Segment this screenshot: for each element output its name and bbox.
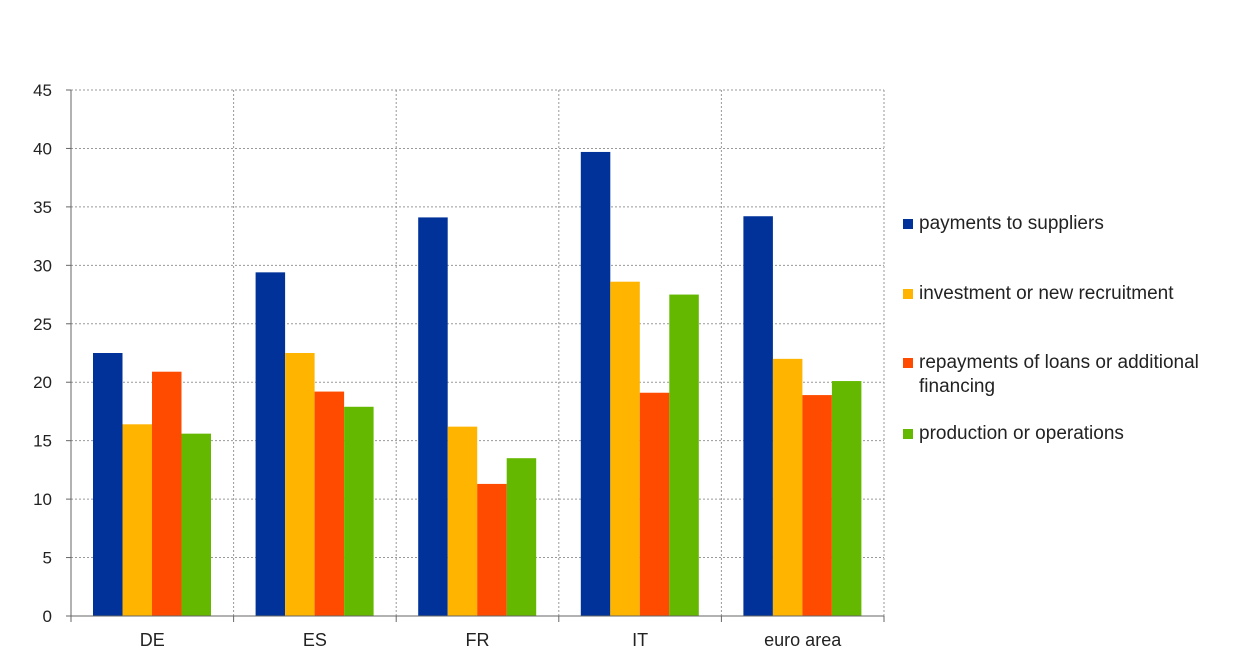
bar-investment-or-new-recruitment-ES <box>285 353 315 616</box>
x-tick-label: DE <box>140 630 165 650</box>
bar-production-or-operations-ES <box>344 406 374 616</box>
legend-swatch <box>903 358 913 368</box>
bar-payments-to-suppliers-DE <box>93 353 123 616</box>
bar-production-or-operations-FR <box>506 458 537 616</box>
y-tick-label: 30 <box>33 256 52 275</box>
bar-payments-to-suppliers-ES <box>255 272 286 616</box>
bar-payments-to-suppliers-IT <box>580 151 611 616</box>
bar-production-or-operations-euro-area <box>831 381 862 616</box>
legend-label: investment or new recruitment <box>919 283 1174 304</box>
legend-item-repayments: repayments of loans or additional financ… <box>903 351 1238 399</box>
legend-swatch <box>903 289 913 299</box>
y-tick-label: 5 <box>43 549 52 568</box>
bar-investment-or-new-recruitment-euro-area <box>772 358 803 616</box>
bar-production-or-operations-DE <box>181 433 211 616</box>
bar-repayments-of-loans-or-additional-financing-DE <box>152 371 182 616</box>
bar-investment-or-new-recruitment-DE <box>122 424 152 616</box>
y-tick-label: 10 <box>33 490 52 509</box>
bar-repayments-of-loans-or-additional-financing-euro-area <box>802 395 832 616</box>
legend-label: production or operations <box>919 423 1124 444</box>
y-tick-label: 0 <box>43 607 52 626</box>
y-tick-label: 35 <box>33 198 52 217</box>
legend-label: repayments of loans or additional financ… <box>919 352 1199 397</box>
y-tick-label: 25 <box>33 315 52 334</box>
x-tick-label: ES <box>303 630 327 650</box>
x-tick-label: euro area <box>764 630 842 650</box>
legend: payments to suppliers investment or new … <box>903 0 1238 656</box>
y-tick-label: 45 <box>33 81 52 100</box>
legend-label: payments to suppliers <box>919 213 1104 234</box>
bar-payments-to-suppliers-FR <box>418 217 448 617</box>
y-tick-label: 20 <box>33 373 52 392</box>
bar-repayments-of-loans-or-additional-financing-FR <box>477 483 507 616</box>
bar-investment-or-new-recruitment-FR <box>447 426 478 616</box>
legend-item-investment: investment or new recruitment <box>903 282 1238 306</box>
bar-repayments-of-loans-or-additional-financing-IT <box>639 392 670 616</box>
bar-repayments-of-loans-or-additional-financing-ES <box>314 391 345 616</box>
y-tick-label: 40 <box>33 139 52 158</box>
legend-swatch <box>903 429 913 439</box>
bar-payments-to-suppliers-euro-area <box>743 216 773 617</box>
x-tick-label: IT <box>632 630 648 650</box>
legend-item-payments: payments to suppliers <box>903 212 1238 236</box>
legend-swatch <box>903 219 913 229</box>
bar-investment-or-new-recruitment-IT <box>610 281 640 616</box>
x-tick-label: FR <box>466 630 490 650</box>
y-tick-label: 15 <box>33 432 52 451</box>
legend-item-production: production or operations <box>903 422 1238 446</box>
bar-production-or-operations-IT <box>669 294 699 616</box>
